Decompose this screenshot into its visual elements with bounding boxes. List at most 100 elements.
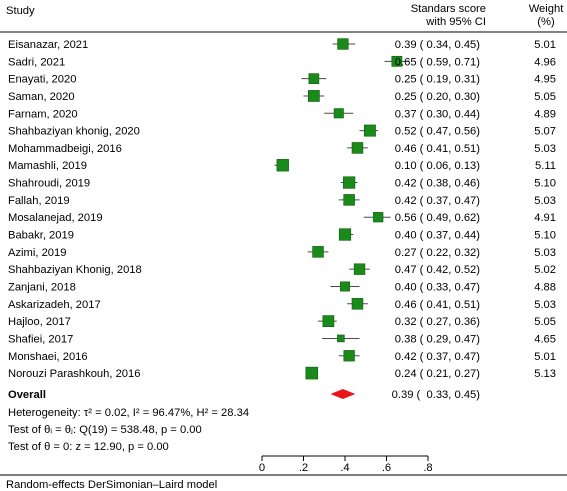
study-ci-text: 0.47 ( 0.42, 0.52) xyxy=(395,264,480,276)
study-weight: 5.02 xyxy=(534,264,556,276)
study-weight: 5.10 xyxy=(534,230,556,242)
study-name: Mohammadbeigi, 2016 xyxy=(8,143,122,155)
study-row: Fallah, 2019 0.42 ( 0.37, 0.47) 5.03 xyxy=(8,194,556,207)
theta-zero-test: Test of θ = 0: z = 12.90, p = 0.00 xyxy=(8,441,169,453)
study-row: Eisanazar, 2021 0.39 ( 0.34, 0.45) 5.01 xyxy=(8,38,556,51)
study-row: Enayati, 2020 0.25 ( 0.19, 0.31) 4.95 xyxy=(8,73,556,86)
study-ci-text: 0.42 ( 0.38, 0.46) xyxy=(395,178,480,190)
study-ci-text: 0.52 ( 0.47, 0.56) xyxy=(395,126,480,138)
study-name: Fallah, 2019 xyxy=(8,195,70,207)
study-effect-marker xyxy=(353,263,366,275)
study-ci-text: 0.39 ( 0.34, 0.45) xyxy=(395,39,480,51)
study-name: Shahbaziyan khonig, 2020 xyxy=(8,126,140,138)
overall-diamond xyxy=(330,389,356,399)
study-name: Norouzi Parashkouh, 2016 xyxy=(8,368,140,380)
study-row: Sadri, 2021 0.65 ( 0.59, 0.71) 4.96 xyxy=(8,55,556,68)
header-weight-line1: Weight xyxy=(529,3,565,15)
study-ci-text: 0.56 ( 0.49, 0.62) xyxy=(395,212,480,224)
study-weight: 5.03 xyxy=(534,143,556,155)
study-row: Monshaei, 2016 0.42 ( 0.37, 0.47) 5.01 xyxy=(8,350,556,363)
study-weight: 5.01 xyxy=(534,351,556,363)
study-name: Shafiei, 2017 xyxy=(8,333,73,345)
study-effect-marker xyxy=(391,55,403,67)
study-row: Babakr, 2019 0.40 ( 0.37, 0.44) 5.10 xyxy=(8,228,556,242)
study-effect-marker xyxy=(351,142,364,154)
study-name: Saman, 2020 xyxy=(8,91,75,103)
study-row: Shahbaziyan khonig, 2020 0.52 ( 0.47, 0.5… xyxy=(8,124,556,138)
study-weight: 5.10 xyxy=(534,178,556,190)
study-row: Hajloo, 2017 0.32 ( 0.27, 0.36) 5.05 xyxy=(8,315,556,328)
study-ci-text: 0.25 ( 0.20, 0.30) xyxy=(395,91,480,103)
study-weight: 4.91 xyxy=(534,212,556,224)
study-name: Enayati, 2020 xyxy=(8,74,76,86)
study-ci-text: 0.27 ( 0.22, 0.32) xyxy=(395,247,480,259)
study-row: Shahbaziyan Khonig, 2018 0.47 ( 0.42, 0.5… xyxy=(8,263,556,276)
study-effect-marker xyxy=(322,315,335,327)
study-weight: 5.11 xyxy=(535,160,556,172)
x-tick-label: 0 xyxy=(259,462,265,474)
study-ci-text: 0.42 ( 0.37, 0.47) xyxy=(395,195,480,207)
study-ci-text: 0.40 ( 0.37, 0.44) xyxy=(395,230,480,242)
study-weight: 4.89 xyxy=(534,108,556,120)
study-name: Monshaei, 2016 xyxy=(8,351,88,363)
study-ci-text: 0.40 ( 0.33, 0.47) xyxy=(395,281,480,293)
study-effect-marker xyxy=(333,108,344,119)
study-ci-text: 0.10 ( 0.06, 0.13) xyxy=(395,160,480,172)
study-ci-text: 0.46 ( 0.41, 0.51) xyxy=(395,299,480,311)
study-name: Mosalanejad, 2019 xyxy=(8,212,103,224)
heterogeneity-stat: Heterogeneity: τ² = 0.02, I² = 96.47%, H… xyxy=(8,407,249,419)
study-row: Mohammadbeigi, 2016 0.46 ( 0.41, 0.51) 5.0… xyxy=(8,142,556,155)
study-name: Zanjani, 2018 xyxy=(8,281,76,293)
x-tick-label: .4 xyxy=(340,462,349,474)
study-row: Azimi, 2019 0.27 ( 0.22, 0.32) 5.03 xyxy=(8,246,556,259)
study-row: Askarizadeh, 2017 0.46 ( 0.41, 0.51) 5.03 xyxy=(8,298,556,311)
study-weight: 5.05 xyxy=(534,91,556,103)
study-name: Hajloo, 2017 xyxy=(8,316,71,328)
study-effect-marker xyxy=(305,366,319,380)
study-weight: 5.07 xyxy=(534,126,556,138)
study-effect-marker xyxy=(343,176,356,189)
study-row: Mosalanejad, 2019 0.56 ( 0.49, 0.62) 4.91 xyxy=(8,212,556,224)
study-weight: 4.95 xyxy=(534,74,556,86)
study-effect-marker xyxy=(373,212,384,223)
study-row: Saman, 2020 0.25 ( 0.20, 0.30) 5.05 xyxy=(8,90,556,103)
header-weight-line2: (%) xyxy=(537,16,555,28)
x-tick-label: .8 xyxy=(423,462,432,474)
study-effect-marker xyxy=(276,159,289,172)
header-effect-line1: Standars score xyxy=(411,3,486,15)
header-effect-line2: with 95% CI xyxy=(425,16,486,28)
study-effect-marker xyxy=(343,194,355,206)
overall-ci-text: 0.39 ( 0.33, 0.45) xyxy=(392,389,481,401)
x-tick-label: .6 xyxy=(382,462,391,474)
study-effect-marker xyxy=(308,90,320,102)
header-study: Study xyxy=(6,5,35,17)
study-effect-marker xyxy=(351,298,364,310)
study-effect-marker xyxy=(363,124,376,137)
study-name: Azimi, 2019 xyxy=(8,247,66,259)
study-name: Askarizadeh, 2017 xyxy=(8,299,101,311)
study-ci-text: 0.25 ( 0.19, 0.31) xyxy=(395,74,480,86)
study-name: Babakr, 2019 xyxy=(8,230,74,242)
study-weight: 4.96 xyxy=(534,56,556,68)
overall-row: Overall 0.39 ( 0.33, 0.45) xyxy=(8,389,480,401)
overall-label: Overall xyxy=(8,389,46,401)
study-weight: 5.13 xyxy=(534,368,556,380)
study-name: Shahroudi, 2019 xyxy=(8,178,90,190)
study-effect-marker xyxy=(340,281,350,292)
study-weight: 5.03 xyxy=(534,195,556,207)
study-row: Shafiei, 2017 0.38 ( 0.29, 0.47) 4.65 xyxy=(8,333,556,345)
study-weight: 5.03 xyxy=(534,247,556,259)
study-name: Farnam, 2020 xyxy=(8,108,78,120)
study-name: Shahbaziyan Khonig, 2018 xyxy=(8,264,142,276)
study-effect-marker xyxy=(338,228,352,241)
study-weight: 4.65 xyxy=(534,333,556,345)
model-footer: Random-effects DerSimonian–Laird model xyxy=(6,479,217,491)
study-effect-marker xyxy=(343,350,355,362)
study-ci-text: 0.65 ( 0.59, 0.71) xyxy=(395,56,480,68)
study-ci-text: 0.38 ( 0.29, 0.47) xyxy=(395,333,480,345)
study-weight: 5.05 xyxy=(534,316,556,328)
x-tick-label: .2 xyxy=(299,462,308,474)
study-effect-marker xyxy=(337,38,349,50)
study-effect-marker xyxy=(308,73,320,84)
study-row: Mamashli, 2019 0.10 ( 0.06, 0.13) 5.11 xyxy=(8,159,556,172)
